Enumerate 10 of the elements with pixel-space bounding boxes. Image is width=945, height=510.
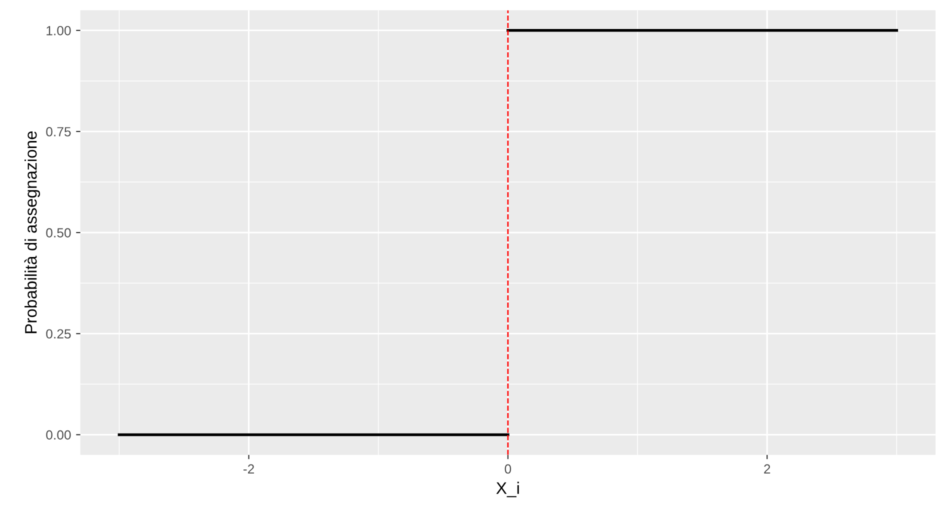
x-tick-label: -2 <box>244 464 254 474</box>
y-tick-label: 0.25 <box>46 329 71 339</box>
y-tick-label: 0.75 <box>46 127 71 136</box>
x-tick-label: 2 <box>764 464 770 474</box>
y-tick-label: 1.00 <box>46 26 71 36</box>
x-tick-label: 0 <box>504 464 512 474</box>
x-axis-title: X_i <box>496 482 519 498</box>
y-tick-label: 0.00 <box>46 430 71 440</box>
y-axis-title: Probabilità di assegnazione <box>24 131 40 334</box>
y-tick-label: 0.50 <box>46 228 71 238</box>
